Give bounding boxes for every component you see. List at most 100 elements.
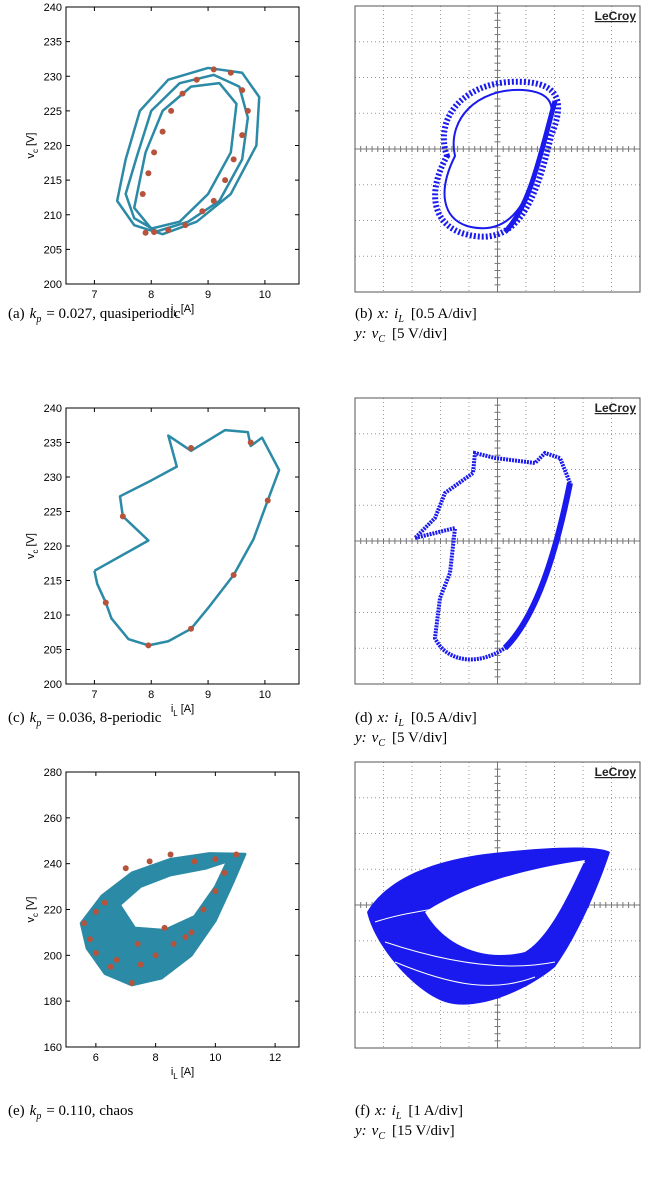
- poincare-point: [120, 513, 126, 519]
- y-tick-label: 260: [44, 813, 62, 825]
- poincare-point: [231, 572, 237, 578]
- poincare-point: [265, 497, 271, 503]
- plot-area: [94, 430, 279, 648]
- unit: [V]: [25, 897, 37, 910]
- poincare-point: [93, 950, 99, 956]
- poincare-point: [151, 149, 157, 155]
- caption: y:vC[15 V/div]: [353, 1123, 455, 1142]
- poincare-point: [222, 177, 228, 183]
- poincare-point: [143, 230, 149, 236]
- unit: [V]: [25, 533, 37, 546]
- y-tick-label: 200: [44, 679, 62, 691]
- caption-tag: (c): [8, 710, 25, 726]
- subscript: L: [173, 709, 178, 718]
- y-tick-label: 230: [44, 71, 62, 83]
- subscript: c: [31, 913, 40, 917]
- caption-scale: [15 V/div]: [392, 1123, 455, 1139]
- y-tick-label: 230: [44, 472, 62, 484]
- poincare-point: [211, 66, 217, 72]
- caption-var: y:: [353, 730, 367, 746]
- x-tick-label: 9: [205, 289, 211, 301]
- trace: [415, 453, 570, 659]
- poincare-point: [145, 642, 151, 648]
- caption-scale: [0.5 A/div]: [411, 306, 477, 322]
- poincare-point: [168, 108, 174, 114]
- unit: [A]: [181, 1066, 194, 1078]
- poincare-point: [93, 909, 99, 915]
- poincare-point: [102, 900, 108, 906]
- oscilloscope: [355, 398, 640, 684]
- poincare-point: [135, 941, 141, 947]
- caption: (e)kp= 0.110, chaos: [8, 1103, 134, 1122]
- x-tick-label: 10: [259, 289, 271, 301]
- caption: (f)x:iL[1 A/div]: [355, 1103, 463, 1122]
- axes-frame: [66, 7, 299, 284]
- caption-tag: (d): [355, 710, 373, 726]
- poincare-point: [168, 852, 174, 858]
- poincare-point: [233, 852, 239, 858]
- caption-scale: [5 V/div]: [392, 326, 447, 342]
- caption-rest: = 0.036, 8-periodic: [46, 710, 161, 726]
- unit: [A]: [181, 303, 194, 315]
- caption-rest: = 0.027, quasiperiodic: [46, 306, 181, 322]
- scope-brand: LeCroy: [595, 765, 637, 779]
- poincare-point: [182, 934, 188, 940]
- poincare-point: [221, 870, 227, 876]
- x-tick-label: 8: [148, 689, 154, 701]
- trace: [445, 90, 552, 228]
- y-tick-label: 215: [44, 576, 62, 588]
- poincare-point: [239, 87, 245, 93]
- caption: (c)kp= 0.036, 8-periodic: [8, 710, 162, 729]
- y-tick-label: 210: [44, 210, 62, 222]
- caption-sub: L: [397, 314, 404, 325]
- poincare-point: [81, 920, 87, 926]
- caption-tag: (b): [355, 306, 373, 322]
- y-tick-label: 235: [44, 37, 62, 49]
- poincare-point: [129, 980, 135, 986]
- caption-sub: C: [378, 334, 385, 345]
- poincare-point: [180, 91, 186, 97]
- poincare-point: [188, 445, 194, 451]
- caption-rest: = 0.110, chaos: [46, 1103, 133, 1119]
- poincare-point: [108, 964, 114, 970]
- trace: [505, 483, 570, 648]
- y-tick-label: 205: [44, 244, 62, 256]
- y-tick-label: 235: [44, 438, 62, 450]
- x-tick-label: 7: [91, 689, 97, 701]
- y-tick-label: 200: [44, 279, 62, 291]
- axes-frame: [66, 408, 299, 684]
- caption-var: y:: [353, 326, 367, 342]
- y-tick-label: 225: [44, 507, 62, 519]
- x-tick-label: 6: [93, 1052, 99, 1064]
- caption: (b)x:iL[0.5 A/div]: [355, 306, 477, 325]
- poincare-point: [138, 962, 144, 968]
- caption-tag: (a): [8, 306, 25, 322]
- y-tick-label: 220: [44, 541, 62, 553]
- y-tick-label: 215: [44, 175, 62, 187]
- poincare-point: [211, 198, 217, 204]
- poincare-point: [245, 108, 251, 114]
- y-tick-label: 280: [44, 767, 62, 779]
- poincare-point: [123, 865, 129, 871]
- poincare-point: [199, 208, 205, 214]
- poincare-point: [87, 936, 93, 942]
- poincare-point: [188, 626, 194, 632]
- caption-sub: p: [35, 1111, 41, 1122]
- scope-trace-f: [367, 848, 610, 1005]
- phase-portrait: 681012160180200220240260280iL[A]vc[V](e)…: [8, 767, 299, 1122]
- y-tick-label: 220: [44, 141, 62, 153]
- trajectory: [94, 430, 279, 645]
- poincare-point: [160, 129, 166, 135]
- figure: 78910200205210215220225230235240iL[A]vc[…: [0, 0, 654, 1178]
- poincare-point: [165, 227, 171, 233]
- trace: [505, 101, 555, 232]
- poincare-point: [151, 229, 157, 235]
- caption-scale: [1 A/div]: [408, 1103, 463, 1119]
- unit: [V]: [25, 133, 37, 146]
- poincare-point: [212, 888, 218, 894]
- x-tick-label: 10: [259, 689, 271, 701]
- plot-area: [117, 66, 259, 235]
- y-axis-label: vc[V]: [25, 533, 40, 559]
- caption: (a)kp= 0.027, quasiperiodic: [8, 306, 181, 325]
